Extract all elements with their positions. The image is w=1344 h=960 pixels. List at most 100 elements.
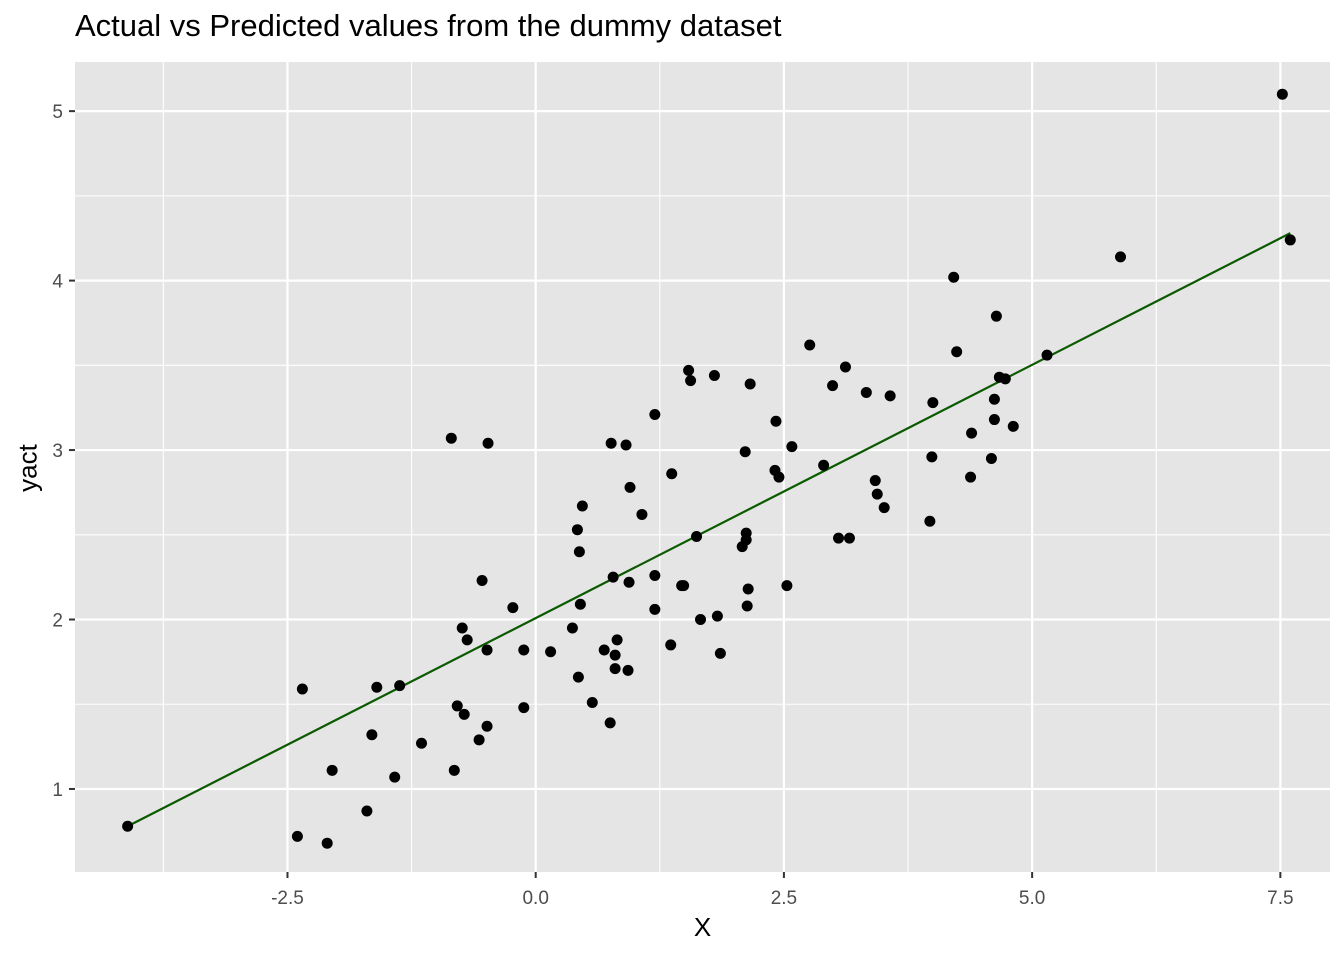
data-point bbox=[476, 575, 488, 587]
data-point bbox=[389, 771, 401, 783]
data-point bbox=[636, 508, 648, 520]
data-point bbox=[988, 393, 1000, 405]
y-tick-label: 3 bbox=[52, 441, 63, 462]
data-point bbox=[481, 720, 493, 732]
y-axis-label: yact bbox=[12, 444, 43, 492]
grid-major bbox=[75, 62, 1330, 872]
data-point bbox=[714, 647, 726, 659]
data-point bbox=[988, 414, 1000, 426]
data-point bbox=[649, 603, 661, 615]
data-point bbox=[665, 639, 677, 651]
data-point bbox=[741, 600, 753, 612]
data-point bbox=[361, 805, 373, 817]
data-point bbox=[781, 580, 793, 592]
data-point bbox=[878, 502, 890, 514]
data-point bbox=[1007, 420, 1019, 432]
data-point bbox=[708, 369, 720, 381]
data-point bbox=[394, 680, 406, 692]
y-tick-label: 2 bbox=[52, 611, 63, 632]
data-point bbox=[1276, 88, 1288, 100]
data-point bbox=[622, 664, 634, 676]
data-point bbox=[571, 524, 583, 536]
data-point bbox=[649, 569, 661, 581]
data-point bbox=[990, 310, 1002, 322]
data-point bbox=[291, 830, 303, 842]
data-point bbox=[609, 649, 621, 661]
data-point bbox=[744, 378, 756, 390]
data-point bbox=[620, 439, 632, 451]
data-point bbox=[609, 663, 621, 675]
x-axis-label: X bbox=[693, 912, 712, 942]
y-tick-label: 4 bbox=[52, 272, 63, 293]
data-point bbox=[924, 515, 936, 527]
data-point bbox=[839, 361, 851, 373]
data-point bbox=[818, 459, 830, 471]
data-point bbox=[965, 471, 977, 483]
data-point bbox=[326, 764, 338, 776]
y-tick-label: 1 bbox=[52, 780, 63, 801]
data-point bbox=[770, 415, 782, 427]
data-point bbox=[461, 634, 473, 646]
data-point bbox=[1115, 251, 1127, 263]
data-point bbox=[607, 571, 619, 583]
data-point bbox=[545, 646, 557, 658]
data-point bbox=[742, 583, 754, 595]
data-point bbox=[458, 708, 470, 720]
data-point bbox=[691, 530, 703, 542]
data-point bbox=[985, 453, 997, 465]
data-point bbox=[604, 717, 616, 729]
data-point bbox=[321, 837, 333, 849]
data-point bbox=[296, 683, 308, 695]
data-point bbox=[966, 427, 978, 439]
data-point bbox=[605, 437, 617, 449]
data-point bbox=[566, 622, 578, 634]
data-point bbox=[507, 602, 519, 614]
data-point bbox=[448, 764, 460, 776]
data-point bbox=[711, 610, 723, 622]
data-point bbox=[926, 451, 938, 463]
data-point bbox=[518, 644, 530, 656]
data-point bbox=[572, 671, 584, 683]
x-tick-label: 7.5 bbox=[1267, 888, 1293, 909]
data-point bbox=[574, 598, 586, 610]
x-tick-label: 0.0 bbox=[522, 888, 548, 909]
data-point bbox=[951, 346, 963, 358]
data-point bbox=[1041, 349, 1053, 361]
data-point bbox=[860, 386, 872, 398]
data-point bbox=[685, 375, 697, 387]
fit-line-layer bbox=[127, 232, 1291, 828]
data-point bbox=[518, 702, 530, 714]
data-point bbox=[456, 622, 468, 634]
x-tick-label: 2.5 bbox=[771, 888, 797, 909]
x-tick-label: 5.0 bbox=[1019, 888, 1045, 909]
data-point bbox=[366, 729, 378, 741]
data-point bbox=[576, 500, 588, 512]
data-point bbox=[573, 546, 585, 558]
data-point bbox=[695, 614, 707, 626]
data-point bbox=[678, 580, 690, 592]
data-point bbox=[586, 697, 598, 709]
plot-panel bbox=[75, 62, 1330, 872]
data-point bbox=[927, 397, 939, 409]
data-point bbox=[948, 271, 960, 283]
data-point bbox=[843, 532, 855, 544]
data-point bbox=[122, 820, 134, 832]
fit-line bbox=[127, 232, 1291, 828]
data-point bbox=[473, 734, 485, 746]
data-point bbox=[371, 681, 383, 693]
data-point bbox=[999, 373, 1011, 385]
data-point bbox=[623, 576, 635, 588]
data-point bbox=[611, 634, 623, 646]
data-point bbox=[871, 488, 883, 500]
data-point bbox=[481, 644, 493, 656]
y-axis: 1 2 3 4 5 bbox=[52, 102, 75, 801]
data-point bbox=[773, 471, 785, 483]
data-point bbox=[740, 527, 752, 539]
data-point bbox=[683, 364, 695, 376]
data-point bbox=[739, 446, 751, 458]
data-point bbox=[598, 644, 610, 656]
x-tick-label: -2.5 bbox=[271, 888, 304, 909]
data-point bbox=[1284, 234, 1296, 246]
data-point bbox=[666, 468, 678, 480]
